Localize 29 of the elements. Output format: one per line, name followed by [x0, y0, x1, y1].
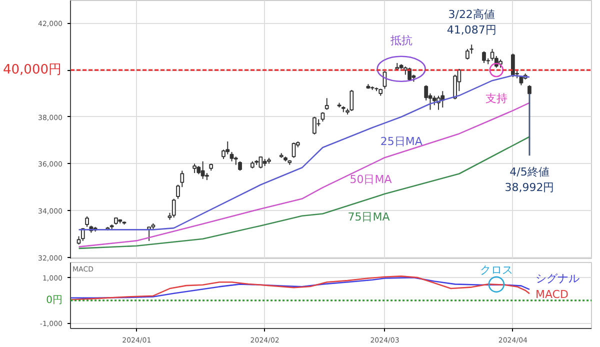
- candlestick: [324, 98, 329, 110]
- candlestick: [482, 50, 486, 64]
- candlestick: [85, 216, 89, 228]
- series-label: 25日MA: [380, 135, 423, 148]
- series-label: シグナル: [535, 272, 580, 285]
- candlestick: [230, 151, 234, 162]
- ref-line-label: 0円: [46, 294, 63, 306]
- candlestick: [510, 53, 515, 78]
- series-label: 50日MA: [350, 173, 392, 186]
- candlestick: [226, 140, 230, 155]
- series-label: 75日MA: [348, 210, 390, 224]
- candlestick: [466, 48, 470, 60]
- ref-line-label: 40,000円: [3, 62, 62, 78]
- annotation: 抵抗: [389, 34, 412, 47]
- candlestick: [258, 156, 263, 169]
- candlestick: [172, 198, 176, 218]
- annotation: クロス: [480, 263, 513, 276]
- candlestick: [200, 160, 205, 180]
- candlestick: [312, 116, 316, 135]
- candlestick: [238, 160, 242, 172]
- series-label: MACD: [535, 288, 568, 302]
- candlestick: [350, 89, 354, 112]
- annotation: 3/22高値 41,087円: [446, 8, 496, 37]
- candlestick: [432, 95, 436, 106]
- candlestick: [192, 163, 196, 174]
- annotation: 支持: [485, 92, 508, 106]
- annotation: 4/5終値 38,992円: [504, 166, 554, 194]
- candlestick: [292, 142, 296, 158]
- candlestick: [320, 112, 325, 122]
